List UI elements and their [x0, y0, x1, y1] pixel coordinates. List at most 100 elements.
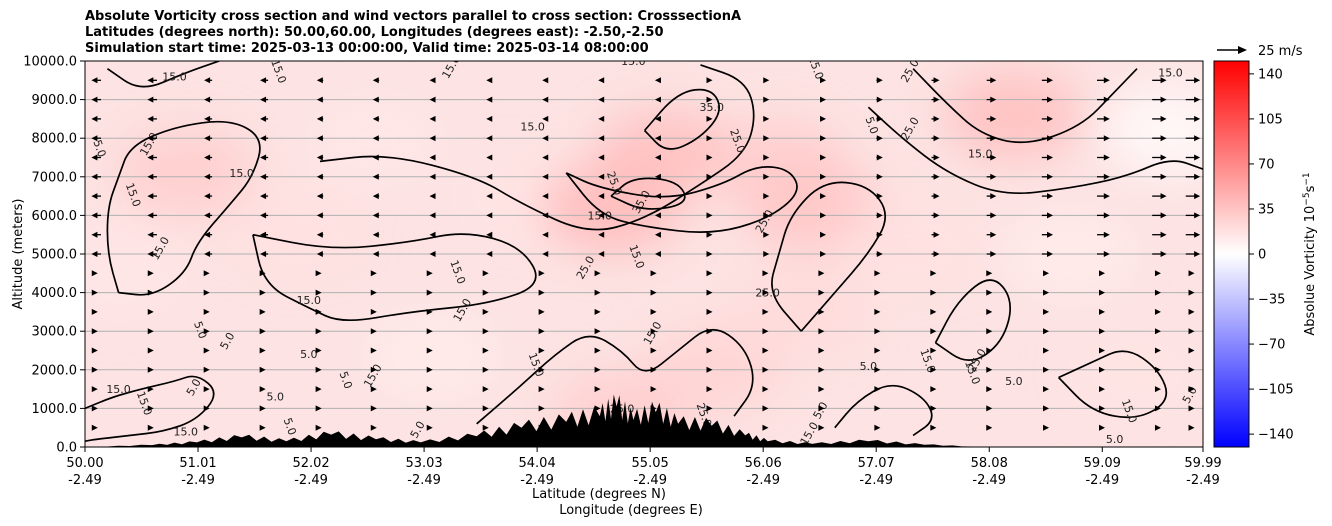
wind-vector-head [260, 115, 267, 122]
wind-vector-head [933, 231, 940, 238]
wind-vector-head [203, 328, 210, 335]
wind-vector-head [818, 270, 825, 277]
x-tick-label-lon: -2.49 [294, 473, 328, 488]
wind-vector-head [706, 77, 713, 84]
wind-vector-head [370, 405, 377, 412]
wind-vector-head [315, 328, 322, 335]
wind-vector-head [482, 308, 489, 315]
x-tick-label-lat: 54.04 [519, 456, 556, 471]
wind-vector-head [203, 424, 210, 431]
wind-vector-head [876, 77, 883, 84]
wind-vector-head [91, 328, 98, 335]
x-tick-label-lat: 59.09 [1084, 456, 1121, 471]
wind-vector-head [426, 289, 433, 296]
wind-vector-head [598, 77, 605, 84]
colorbar-tick-label: 0 [1258, 248, 1266, 263]
wind-vector-head [654, 115, 661, 122]
x-tick-label-lon: -2.49 [972, 473, 1006, 488]
colorbar-tick-label: −70 [1258, 338, 1285, 353]
wind-vector-head [598, 193, 605, 200]
wind-vector-head [933, 115, 940, 122]
y-tick-label: 0.0 [56, 441, 77, 456]
wind-vector-head [594, 347, 601, 354]
wind-vector-head [426, 270, 433, 277]
wind-vector-head [1154, 386, 1161, 393]
wind-vector-head [542, 77, 549, 84]
wind-vector-head [986, 289, 993, 296]
contour-label: 5.0 [860, 360, 878, 373]
wind-vector-head [482, 270, 489, 277]
x-axis: 50.00 -2.49 51.01 -2.49 52.02 -2.49 53.03 -2.49… [66, 447, 1222, 488]
wind-vector-head [1103, 135, 1110, 142]
wind-vector-head [876, 173, 883, 180]
wind-vector-head [147, 366, 154, 373]
wind-vector-head [650, 328, 657, 335]
vorticity-cell [731, 266, 872, 357]
wind-vector-head [91, 212, 98, 219]
wind-vector-head [1047, 135, 1054, 142]
wind-vector-head [429, 135, 436, 142]
wind-vector-head [763, 115, 770, 122]
wind-vector-head [706, 308, 713, 315]
wind-vector-head [1194, 173, 1201, 180]
contour-label: 15.0 [621, 55, 646, 68]
wind-vector-head [482, 289, 489, 296]
contour-label: 5.0 [300, 348, 318, 361]
wind-vector-head [1194, 231, 1201, 238]
wind-vector-head [91, 386, 98, 393]
y-tick-label: 3000.0 [32, 325, 78, 340]
contour-line-15.0 [252, 233, 537, 322]
wind-vector-head [763, 251, 770, 257]
wind-vector-head [316, 231, 323, 238]
y-tick-label: 8000.0 [32, 132, 78, 147]
wind-vector-head [91, 96, 98, 103]
wind-vector-head [598, 154, 605, 161]
wind-vector-head [874, 386, 881, 393]
contour-label: 5.0 [337, 370, 355, 391]
wind-vector-head [370, 328, 377, 335]
quiver-key: 25 m/s [1217, 44, 1303, 59]
contour-label: 15.0 [229, 167, 254, 180]
wind-vector-head [315, 405, 322, 412]
wind-vector-head [1160, 231, 1167, 238]
wind-vector-head [763, 173, 770, 180]
wind-vector-head [204, 212, 211, 219]
x-tick-label-lat: 51.01 [179, 456, 216, 471]
wind-vector-head [820, 96, 827, 103]
x-axis-label-lon: Longitude (degrees E) [559, 503, 703, 518]
wind-vector-head [706, 193, 713, 200]
title-line-1: Absolute Vorticity cross section and win… [85, 9, 742, 24]
colorbar-tick-label: 105 [1258, 112, 1283, 127]
wind-vector-head [147, 193, 154, 200]
contour-label: 5.0 [281, 416, 299, 437]
wind-vector-head [1188, 347, 1195, 354]
wind-vector-head [933, 135, 940, 142]
wind-vector-head [372, 231, 379, 238]
contour-label: 15.0 [173, 425, 198, 438]
wind-vector-head [1047, 115, 1054, 122]
wind-vector-head [429, 212, 436, 219]
contour-label: 5.0 [267, 391, 285, 404]
wind-vector-head [91, 424, 98, 431]
wind-vector-head [654, 154, 661, 161]
wind-vector-head [763, 193, 770, 200]
wind-vector-head [1043, 347, 1050, 354]
wind-vector-head [260, 231, 267, 238]
wind-vector-head [316, 115, 323, 122]
wind-vector-head [1103, 193, 1110, 200]
wind-vector-head [203, 270, 210, 277]
wind-vector-head [933, 251, 940, 257]
wind-vector-head [91, 366, 98, 373]
wind-vector-head [654, 193, 661, 200]
wind-vector-head [594, 366, 601, 373]
wind-vector-head [260, 77, 267, 84]
y-tick-label: 2000.0 [32, 363, 78, 378]
wind-vector-head [203, 347, 210, 354]
wind-vector-head [706, 386, 713, 393]
wind-vector-head [650, 386, 657, 393]
wind-vector-head [259, 270, 266, 277]
colorbar-tick-label: −105 [1258, 383, 1294, 398]
title-line-3: Simulation start time: 2025-03-13 00:00:… [85, 41, 649, 56]
wind-vector-head [147, 96, 154, 103]
wind-vector-head [1194, 96, 1201, 103]
